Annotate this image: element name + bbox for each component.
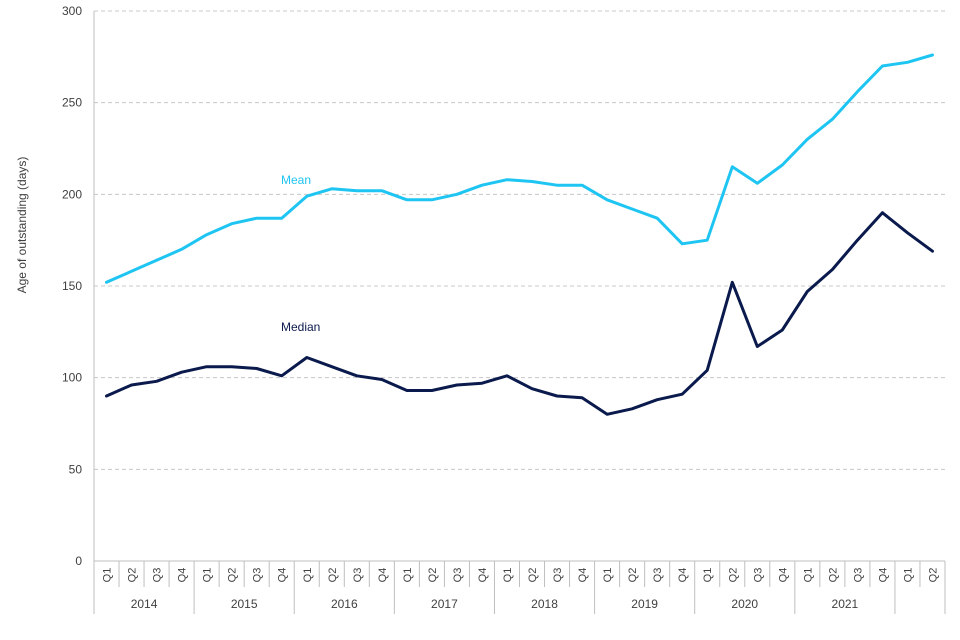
- year-label: 2019: [631, 597, 658, 611]
- y-tick-label: 300: [62, 4, 82, 18]
- x-tick-label: Q1: [302, 568, 314, 583]
- year-label: 2015: [231, 597, 258, 611]
- x-tick-label: Q3: [352, 568, 364, 583]
- y-tick-label: 0: [75, 554, 82, 568]
- year-label: 2018: [531, 597, 558, 611]
- x-tick-label: Q4: [377, 568, 389, 583]
- year-label: 2014: [131, 597, 158, 611]
- x-tick-labels: Q1 Q2 Q3 Q4 Q1 Q2 Q3 Q4 Q1 Q2 Q3 Q4 Q1 Q2 Q3 Q4 Q1 Q2 Q3 Q4…: [93, 561, 946, 587]
- x-tick-label: Q2: [127, 568, 139, 583]
- series-label-median: Median: [281, 320, 320, 334]
- x-tick-label: Q1: [402, 568, 414, 583]
- x-tick-label: Q4: [777, 568, 789, 583]
- x-tick-label: Q3: [552, 568, 564, 583]
- y-tick-labels: 0 50 100 150 200 250 300: [62, 4, 82, 568]
- x-tick-label: Q2: [427, 568, 439, 583]
- x-tick-label: Q4: [577, 568, 589, 583]
- x-tick-label: Q2: [227, 568, 239, 583]
- year-label: 2017: [431, 597, 458, 611]
- x-tick-label: Q3: [152, 568, 164, 583]
- x-tick-label: Q3: [752, 568, 764, 583]
- x-tick-label: Q3: [252, 568, 264, 583]
- y-tick-label: 100: [62, 371, 82, 385]
- year-label: 2016: [331, 597, 358, 611]
- y-tick-label: 250: [62, 96, 82, 110]
- x-tick-label: Q1: [102, 568, 114, 583]
- x-tick-label: Q2: [627, 568, 639, 583]
- x-tick-label: Q4: [277, 568, 289, 583]
- y-tick-label: 50: [69, 462, 83, 476]
- series-line-mean: [105, 53, 934, 284]
- x-tick-label: Q2: [827, 568, 839, 583]
- x-tick-label: Q2: [927, 568, 939, 583]
- y-axis-title: Age of outstanding (days): [15, 157, 29, 294]
- x-tick-label: Q2: [727, 568, 739, 583]
- x-tick-label: Q1: [202, 568, 214, 583]
- series-label-mean: Mean: [281, 173, 311, 187]
- year-label: 2021: [832, 597, 859, 611]
- year-labels: 2014 2015 2016 2017 2018 2019 2020 2021: [93, 587, 946, 614]
- x-tick-label: Q2: [527, 568, 539, 583]
- x-tick-label: Q4: [177, 568, 189, 583]
- x-tick-label: Q4: [877, 568, 889, 583]
- y-tick-label: 150: [62, 279, 82, 293]
- gridlines: [94, 10, 945, 470]
- x-tick-label: Q1: [502, 568, 514, 583]
- x-tick-label: Q3: [652, 568, 664, 583]
- y-tick-label: 200: [62, 187, 82, 201]
- x-tick-label: Q4: [477, 568, 489, 583]
- x-tick-label: Q1: [902, 568, 914, 583]
- x-tick-label: Q2: [327, 568, 339, 583]
- x-tick-label: Q1: [702, 568, 714, 583]
- year-label: 2020: [731, 597, 758, 611]
- series-lines: [105, 53, 934, 416]
- x-tick-label: Q3: [452, 568, 464, 583]
- x-tick-label: Q1: [602, 568, 614, 583]
- x-tick-label: Q4: [677, 568, 689, 583]
- series-line-median: [105, 211, 934, 416]
- x-tick-label: Q3: [852, 568, 864, 583]
- x-tick-label: Q1: [802, 568, 814, 583]
